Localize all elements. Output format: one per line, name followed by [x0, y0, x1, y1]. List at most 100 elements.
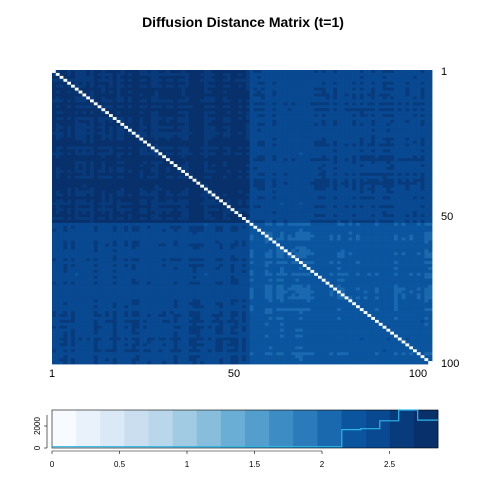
heatmap-cell — [276, 105, 281, 109]
heatmap-cell — [131, 114, 136, 118]
heatmap-cell — [128, 167, 133, 171]
heatmap-cell — [359, 214, 364, 218]
heatmap-cell — [185, 111, 190, 115]
heatmap-cell — [352, 96, 357, 100]
heatmap-cell — [177, 167, 182, 171]
heatmap-cell — [116, 181, 121, 186]
heatmap-cell — [101, 117, 106, 121]
heatmap-cell — [333, 187, 338, 191]
heatmap-cell — [158, 178, 163, 183]
heatmap-cell — [337, 178, 342, 183]
heatmap-cell — [249, 122, 254, 127]
heatmap-cell — [397, 90, 402, 94]
heatmap-cell — [90, 119, 95, 124]
heatmap-cell — [340, 102, 345, 106]
heatmap-cell — [78, 70, 83, 74]
heatmap-cell — [223, 134, 228, 139]
heatmap-cell — [325, 161, 330, 165]
heatmap-cell — [158, 140, 163, 144]
heatmap-cell — [264, 155, 269, 159]
heatmap-cell — [397, 99, 402, 103]
heatmap-cell — [181, 72, 186, 77]
heatmap-cell — [394, 111, 399, 115]
heatmap-cell — [223, 114, 228, 118]
heatmap-cell — [386, 164, 391, 168]
heatmap-cell — [116, 158, 121, 162]
heatmap-cell — [306, 152, 311, 156]
heatmap-cell — [204, 78, 209, 83]
heatmap-cell — [162, 167, 167, 171]
heatmap-cell — [314, 93, 319, 97]
heatmap-cell — [105, 134, 110, 139]
heatmap-cell — [375, 128, 380, 133]
heatmap-cell — [86, 178, 91, 183]
heatmap-cell — [280, 161, 285, 165]
heatmap-cell — [420, 161, 425, 165]
heatmap-cell — [261, 96, 266, 100]
heatmap-cell — [359, 137, 364, 141]
heatmap-cell — [401, 143, 406, 147]
heatmap-cell — [268, 72, 273, 77]
heatmap-cell — [109, 199, 114, 203]
heatmap-cell — [173, 184, 178, 188]
heatmap-cell — [310, 119, 315, 124]
heatmap-cell — [226, 187, 231, 191]
heatmap-cell — [310, 87, 315, 91]
heatmap-cell — [401, 78, 406, 83]
heatmap-cell — [101, 190, 106, 194]
heatmap-cell — [135, 155, 140, 159]
heatmap-cell — [55, 181, 60, 186]
heatmap-cell — [314, 208, 319, 212]
heatmap-cell — [242, 90, 247, 94]
heatmap-cell — [192, 128, 197, 133]
heatmap-cell — [82, 122, 87, 127]
heatmap-cell — [344, 99, 349, 103]
heatmap-cell — [105, 114, 110, 118]
heatmap-cell — [154, 196, 159, 200]
heatmap-cell — [261, 140, 266, 144]
heatmap-cell — [226, 137, 231, 141]
heatmap-cell — [128, 146, 133, 150]
heatmap-cell — [93, 108, 98, 112]
heatmap-cell — [238, 149, 243, 153]
heatmap-cell — [71, 87, 76, 91]
heatmap-cell — [325, 167, 330, 171]
heatmap-cell — [173, 137, 178, 141]
heatmap-cell — [204, 137, 209, 141]
heatmap-cell — [59, 205, 64, 209]
heatmap-cell — [109, 202, 114, 206]
heatmap-cell — [280, 143, 285, 147]
heatmap-cell — [78, 199, 83, 203]
heatmap-cell — [131, 181, 136, 186]
heatmap-cell — [295, 205, 300, 209]
heatmap-cell — [124, 102, 129, 106]
heatmap-cell — [280, 140, 285, 144]
heatmap-cell — [181, 167, 186, 171]
heatmap-cell — [173, 72, 178, 77]
heatmap-cell — [287, 199, 292, 203]
heatmap-cell — [356, 143, 361, 147]
heatmap-cell — [367, 108, 372, 112]
heatmap-cell — [223, 193, 228, 197]
heatmap-cell — [352, 181, 357, 186]
heatmap-cell — [401, 164, 406, 168]
heatmap-cell — [226, 158, 231, 162]
heatmap-cell — [386, 202, 391, 206]
heatmap-cell — [291, 199, 296, 203]
heatmap-cell — [363, 78, 368, 83]
heatmap-cell — [268, 155, 273, 159]
heatmap-cell — [344, 102, 349, 106]
heatmap-cell — [375, 93, 380, 97]
heatmap-cell — [63, 119, 68, 124]
heatmap-cell — [428, 125, 433, 130]
heatmap-cell — [394, 190, 399, 194]
heatmap-cell — [200, 143, 205, 147]
heatmap-cell — [257, 208, 262, 212]
heatmap-cell — [169, 175, 174, 180]
heatmap-cell — [219, 111, 224, 115]
heatmap-cell — [166, 211, 171, 215]
heatmap-cell — [314, 131, 319, 136]
heatmap-cell — [173, 140, 178, 144]
heatmap-cell — [139, 134, 144, 139]
heatmap-cell — [74, 70, 79, 74]
